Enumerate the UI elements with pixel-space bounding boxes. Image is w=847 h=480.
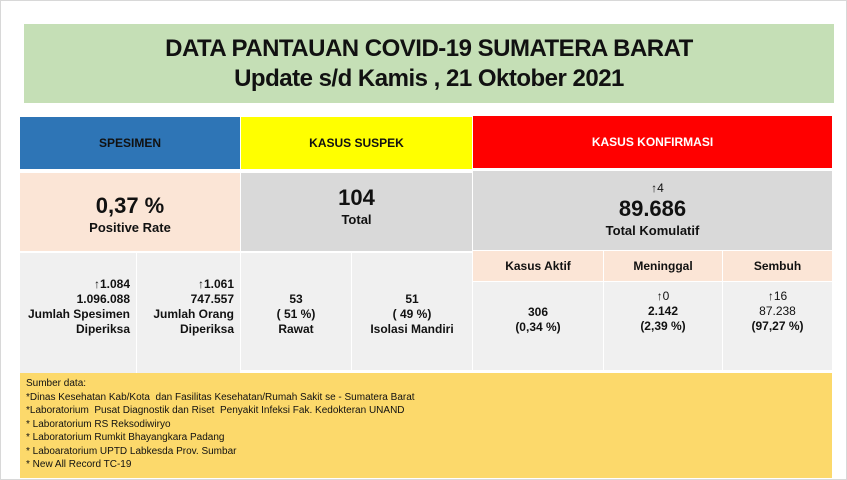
kasus-aktif-label: Kasus Aktif xyxy=(505,259,571,273)
suspek-total-card: 104 Total xyxy=(241,173,472,251)
suspek-total-label: Total xyxy=(341,212,372,227)
sembuh-card: ↑16 87.238 (97,27 %) xyxy=(723,282,832,370)
kasus-aktif-header: Kasus Aktif xyxy=(473,251,603,281)
rawat-label: Rawat xyxy=(278,322,314,336)
jumlah-orang-label-2: Diperiksa xyxy=(179,322,234,336)
jumlah-orang-value: 747.557 xyxy=(190,292,234,306)
meninggal-delta: ↑0 xyxy=(656,289,670,303)
jumlah-orang-card: ↑1.061 747.557 Jumlah Orang Diperiksa xyxy=(137,253,240,373)
kasus-aktif-card: 306 (0,34 %) xyxy=(473,282,603,370)
positive-rate-card: 0,37 % Positive Rate xyxy=(20,173,240,251)
rawat-card: 53 ( 51 %) Rawat xyxy=(241,253,351,370)
suspek-total-value: 104 xyxy=(338,185,375,210)
update-date: Update s/d Kamis , 21 Oktober 2021 xyxy=(234,64,624,92)
spesimen-header-label: SPESIMEN xyxy=(98,136,161,150)
konfirmasi-header-label: KASUS KONFIRMASI xyxy=(591,135,714,149)
meninggal-label: Meninggal xyxy=(633,259,693,273)
sembuh-delta: ↑16 xyxy=(767,289,788,303)
sembuh-header: Sembuh xyxy=(723,251,832,281)
data-sources-footer: Sumber data: *Dinas Kesehatan Kab/Kota d… xyxy=(20,373,832,478)
kasus-aktif-pct: (0,34 %) xyxy=(515,320,561,334)
sembuh-label: Sembuh xyxy=(753,259,802,273)
isolasi-mandiri-card: 51 ( 49 %) Isolasi Mandiri xyxy=(352,253,472,370)
jumlah-spesimen-label-2: Diperiksa xyxy=(75,322,130,336)
isolasi-label: Isolasi Mandiri xyxy=(370,322,454,336)
sources-heading: Sumber data: xyxy=(26,378,87,389)
source-item: *Laboratorium Pusat Diagnostik dan Riset… xyxy=(26,405,405,416)
meninggal-value: 2.142 xyxy=(647,304,679,318)
isolasi-pct: ( 49 %) xyxy=(392,307,432,321)
konfirmasi-delta: ↑4 xyxy=(651,181,664,195)
page-title: DATA PANTAUAN COVID-19 SUMATERA BARAT xyxy=(165,34,693,62)
meninggal-pct: (2,39 %) xyxy=(640,319,686,333)
jumlah-spesimen-card: ↑1.084 1.096.088 Jumlah Spesimen Diperik… xyxy=(20,253,136,373)
source-item: *Dinas Kesehatan Kab/Kota dan Fasilitas … xyxy=(26,391,415,403)
positive-rate-value: 0,37 % xyxy=(95,193,165,218)
kasus-aktif-value: 306 xyxy=(527,305,549,319)
konfirmasi-total-label: Total Komulatif xyxy=(605,223,700,238)
meninggal-card: ↑0 2.142 (2,39 %) xyxy=(604,282,722,370)
title-banner: DATA PANTAUAN COVID-19 SUMATERA BARAT Up… xyxy=(24,24,834,103)
konfirmasi-total-card: ↑4 89.686 Total Komulatif xyxy=(473,171,832,250)
source-item: * Laboaratorium UPTD Labkesda Prov. Sumb… xyxy=(26,445,237,457)
rawat-pct: ( 51 %) xyxy=(276,307,316,321)
source-item: * Laboratorium RS Reksodiwiryo xyxy=(26,418,171,430)
suspek-header-label: KASUS SUSPEK xyxy=(309,136,404,150)
sembuh-pct: (97,27 %) xyxy=(751,319,804,333)
positive-rate-label: Positive Rate xyxy=(89,220,171,235)
isolasi-value: 51 xyxy=(405,292,419,306)
jumlah-orang-label: Jumlah Orang xyxy=(153,307,234,321)
jumlah-spesimen-value: 1.096.088 xyxy=(76,292,130,306)
sembuh-value: 87.238 xyxy=(759,304,796,318)
konfirmasi-total-value: 89.686 xyxy=(618,196,687,221)
rawat-value: 53 xyxy=(289,292,303,306)
source-item: * Laboratorium Rumkit Bhayangkara Padang xyxy=(26,432,225,443)
jumlah-spesimen-label: Jumlah Spesimen xyxy=(27,307,130,321)
source-item: * New All Record TC-19 xyxy=(26,459,132,470)
suspek-header: KASUS SUSPEK xyxy=(241,117,472,169)
spesimen-header: SPESIMEN xyxy=(20,117,240,169)
jumlah-spesimen-delta: ↑1.084 xyxy=(93,277,130,291)
jumlah-orang-delta: ↑1.061 xyxy=(197,277,234,291)
konfirmasi-header: KASUS KONFIRMASI xyxy=(473,116,832,168)
meninggal-header: Meninggal xyxy=(604,251,722,281)
